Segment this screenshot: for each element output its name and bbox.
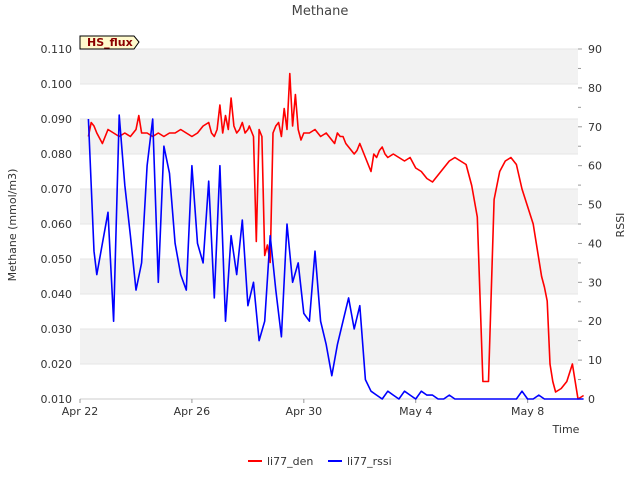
y-tick-label: 0.070: [41, 183, 73, 196]
legend-label-den: li77_den: [267, 455, 313, 468]
x-axis-ticks: Apr 22 Apr 26 Apr 30 May 4 May 8: [62, 399, 544, 418]
plot-band: [80, 49, 578, 84]
y2-tick-label: 70: [588, 121, 602, 134]
y-tick-label: 0.040: [41, 288, 73, 301]
y-tick-label: 0.110: [41, 43, 73, 56]
y2-tick-label: 80: [588, 82, 602, 95]
y-tick-label: 0.100: [41, 78, 73, 91]
y2-tick-label: 10: [588, 354, 602, 367]
y-tick-label: 0.050: [41, 253, 73, 266]
x-tick-label: Apr 26: [174, 405, 211, 418]
series-lines: [87, 72, 585, 400]
legend-label-rssi: li77_rssi: [347, 455, 392, 468]
series-line-li77_rssi: [87, 114, 584, 400]
left-axis-ticks: 0.010 0.020 0.030 0.040 0.050 0.060 0.070 0.080…: [41, 43, 73, 406]
y2-tick-label: 60: [588, 160, 602, 173]
y-tick-label: 0.030: [41, 323, 73, 336]
badge-shape: [79, 35, 140, 50]
y2-tick-label: 30: [588, 276, 602, 289]
y2-tick-label: 90: [588, 43, 602, 56]
right-axis-ticks: 0 10 20 30 40 50 60 70 80 90: [578, 43, 602, 406]
y2-tick-label: 50: [588, 199, 602, 212]
y-tick-label: 0.090: [41, 113, 73, 126]
y-tick-label: 0.060: [41, 218, 73, 231]
series-line-li77_den: [87, 72, 585, 400]
badge-label: HS_flux: [87, 36, 133, 49]
gridlines: [80, 48, 578, 400]
x-tick-label: May 8: [511, 405, 544, 418]
y-tick-label: 0.080: [41, 148, 73, 161]
y-tick-label: 0.010: [41, 393, 73, 406]
y2-tick-label: 0: [588, 393, 595, 406]
chart-title: Methane: [292, 4, 349, 19]
y-tick-label: 0.020: [41, 358, 73, 371]
x-tick-label: Apr 30: [286, 405, 323, 418]
plot-band: [80, 259, 578, 294]
badge: HS_flux: [79, 35, 140, 50]
y2-tick-label: 40: [588, 237, 602, 250]
legend: li77_den li77_rssi: [248, 455, 392, 468]
y2-axis-title: RSSI: [614, 213, 627, 238]
y2-tick-label: 20: [588, 315, 602, 328]
x-axis-title: Time: [552, 423, 580, 436]
y-axis-title: Methane (mmol/m3): [6, 169, 19, 282]
x-tick-label: Apr 22: [62, 405, 99, 418]
x-tick-label: May 4: [399, 405, 432, 418]
